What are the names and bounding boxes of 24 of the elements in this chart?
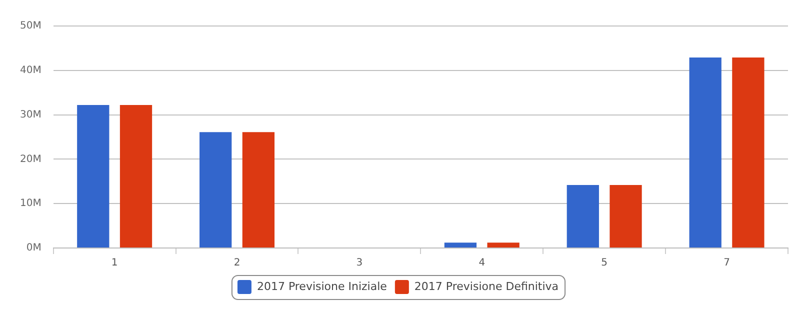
bar: [77, 105, 110, 248]
bar: [566, 184, 599, 248]
x-tick-label: 3: [356, 258, 363, 269]
y-tick-label: 20M: [20, 154, 42, 165]
bar: [200, 132, 232, 248]
bar: [242, 132, 275, 248]
x-tick-label: 5: [601, 258, 608, 269]
bar: [610, 184, 642, 248]
bar: [487, 242, 520, 248]
x-tick-label: 7: [724, 258, 730, 269]
y-tick-label: 50M: [20, 20, 42, 32]
x-tick-label: 2: [234, 258, 240, 269]
bar: [732, 58, 764, 248]
legend-label: 2017 Previsione Definitiva: [414, 280, 559, 293]
bar: [120, 105, 152, 248]
bar: [444, 242, 477, 248]
y-tick-label: 0M: [26, 242, 42, 254]
x-tick-label: 1: [111, 258, 118, 269]
y-tick-label: 10M: [20, 198, 42, 210]
legend-label: 2017 Previsione Iniziale: [256, 280, 388, 293]
y-tick-label: 40M: [20, 64, 42, 76]
bar: [689, 58, 722, 248]
y-tick-label: 30M: [20, 109, 42, 120]
x-tick-label: 4: [478, 258, 486, 269]
